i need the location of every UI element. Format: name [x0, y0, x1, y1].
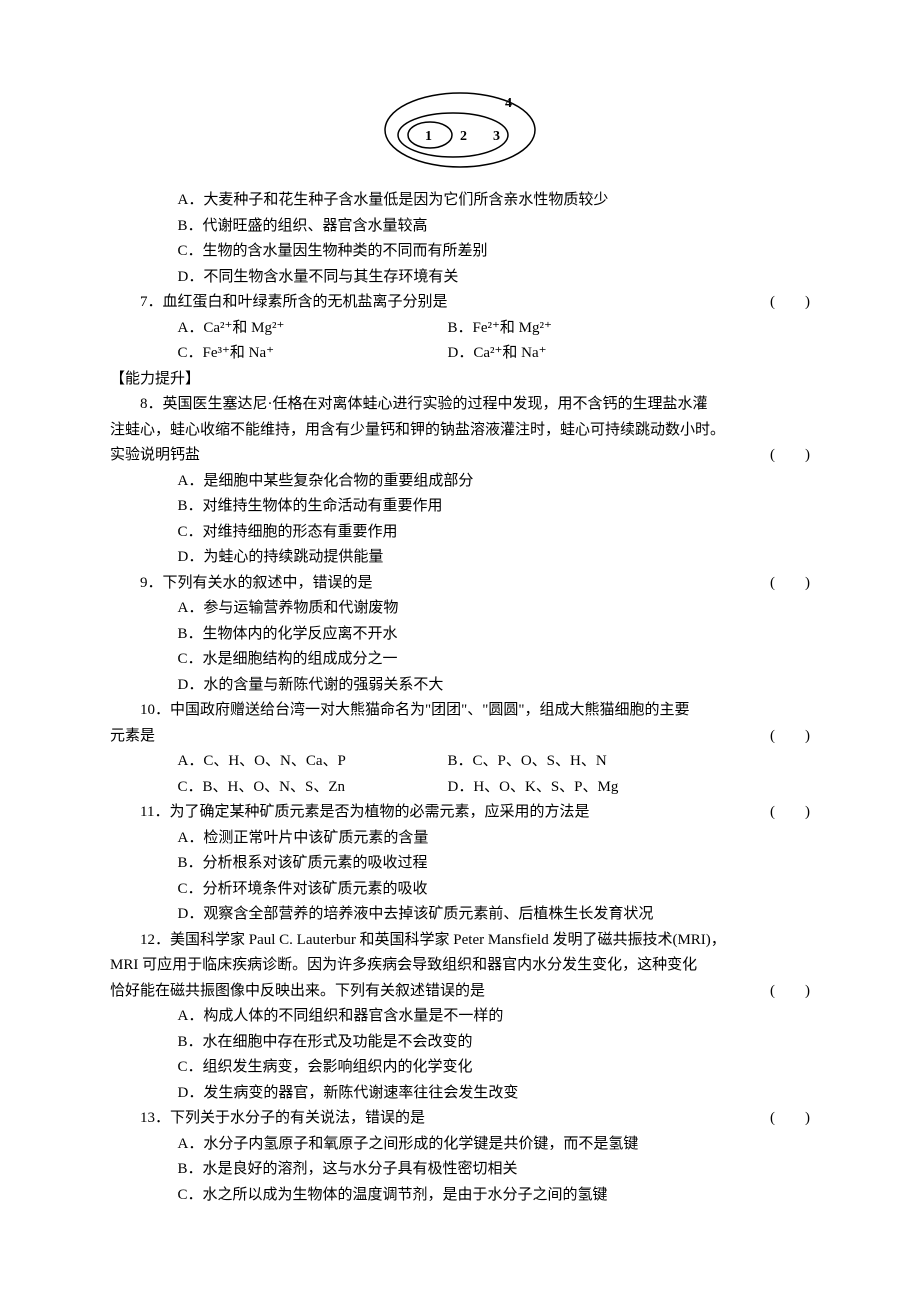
option-b: B．生物体内的化学反应离不开水 — [178, 622, 811, 648]
question-12: 12．美国科学家 Paul C. Lauterbur 和英国科学家 Peter … — [110, 928, 810, 1107]
option-c: C．水是细胞结构的组成成分之一 — [178, 647, 811, 673]
option-c: C．Fe³⁺和 Na⁺ — [178, 341, 448, 367]
q10-stem-line1: 10．中国政府赠送给台湾一对大熊猫命名为"团团"、"圆圆"，组成大熊猫细胞的主要 — [110, 698, 810, 724]
diagram-label-1: 1 — [425, 129, 432, 144]
question-10: 10．中国政府赠送给台湾一对大熊猫命名为"团团"、"圆圆"，组成大熊猫细胞的主要… — [110, 698, 810, 800]
option-a: A．是细胞中某些复杂化合物的重要组成部分 — [178, 469, 811, 495]
option-b: B．水在细胞中存在形式及功能是不会改变的 — [178, 1030, 811, 1056]
cell-diagram-svg: 1 2 3 4 — [375, 80, 545, 170]
q7-stem: 7．血红蛋白和叶绿素所含的无机盐离子分别是 — [140, 294, 448, 310]
cell-diagram: 1 2 3 4 — [110, 80, 810, 170]
diagram-label-4: 4 — [505, 96, 512, 111]
option-d: D．不同生物含水量不同与其生存环境有关 — [178, 265, 811, 291]
option-d: D．为蛙心的持续跳动提供能量 — [178, 545, 811, 571]
option-a: A．构成人体的不同组织和器官含水量是不一样的 — [178, 1004, 811, 1030]
option-d: D．H、O、K、S、P、Mg — [448, 775, 811, 801]
leading-options: A．大麦种子和花生种子含水量低是因为它们所含亲水性物质较少 B．代谢旺盛的组织、… — [110, 188, 810, 290]
answer-blank: ( ) — [770, 443, 810, 469]
q8-stem-line2: 注蛙心，蛙心收缩不能维持，用含有少量钙和钾的钠盐溶液灌注时，蛙心可持续跳动数小时… — [110, 418, 810, 444]
option-b: B．水是良好的溶剂，这与水分子具有极性密切相关 — [178, 1157, 811, 1183]
answer-blank: ( ) — [770, 724, 810, 750]
q12-stem-line2: MRI 可应用于临床疾病诊断。因为许多疾病会导致组织和器官内水分发生变化，这种变… — [110, 953, 810, 979]
option-b: B．分析根系对该矿质元素的吸收过程 — [178, 851, 811, 877]
diagram-label-2: 2 — [460, 129, 467, 144]
answer-blank: ( ) — [740, 571, 810, 597]
option-a: A．参与运输营养物质和代谢废物 — [178, 596, 811, 622]
option-a: A．检测正常叶片中该矿质元素的含量 — [178, 826, 811, 852]
option-d: D．发生病变的器官，新陈代谢速率往往会发生改变 — [178, 1081, 811, 1107]
option-b: B．对维持生物体的生命活动有重要作用 — [178, 494, 811, 520]
q8-stem-line3: 实验说明钙盐 — [110, 447, 200, 463]
question-11: 11．为了确定某种矿质元素是否为植物的必需元素，应采用的方法是 ( ) A．检测… — [110, 800, 810, 928]
option-b: B．C、P、O、S、H、N — [448, 749, 811, 775]
answer-blank: ( ) — [770, 979, 810, 1005]
question-13: 13．下列关于水分子的有关说法，错误的是 ( ) A．水分子内氢原子和氧原子之间… — [110, 1106, 810, 1208]
q8-stem-line1: 8．英国医生塞达尼·任格在对离体蛙心进行实验的过程中发现，用不含钙的生理盐水灌 — [110, 392, 810, 418]
option-c: C．B、H、O、N、S、Zn — [178, 775, 448, 801]
q11-stem: 11．为了确定某种矿质元素是否为植物的必需元素，应采用的方法是 — [140, 804, 589, 820]
section-ability-upgrade: 【能力提升】 — [110, 367, 810, 393]
option-d: D．Ca²⁺和 Na⁺ — [448, 341, 811, 367]
question-8: 8．英国医生塞达尼·任格在对离体蛙心进行实验的过程中发现，用不含钙的生理盐水灌 … — [110, 392, 810, 571]
answer-blank: ( ) — [740, 290, 810, 316]
question-7: 7．血红蛋白和叶绿素所含的无机盐离子分别是 ( ) A．Ca²⁺和 Mg²⁺ B… — [110, 290, 810, 367]
option-c: C．组织发生病变，会影响组织内的化学变化 — [178, 1055, 811, 1081]
option-a: A．C、H、O、N、Ca、P — [178, 749, 448, 775]
question-9: 9．下列有关水的叙述中，错误的是 ( ) A．参与运输营养物质和代谢废物 B．生… — [110, 571, 810, 699]
option-c: C．水之所以成为生物体的温度调节剂，是由于水分子之间的氢键 — [178, 1183, 811, 1209]
answer-blank: ( ) — [740, 1106, 810, 1132]
q13-stem: 13．下列关于水分子的有关说法，错误的是 — [140, 1110, 425, 1126]
q10-stem-line2: 元素是 — [110, 728, 155, 744]
option-a: A．Ca²⁺和 Mg²⁺ — [178, 316, 448, 342]
option-a: A．水分子内氢原子和氧原子之间形成的化学键是共价键，而不是氢键 — [178, 1132, 811, 1158]
option-c: C．对维持细胞的形态有重要作用 — [178, 520, 811, 546]
option-d: D．观察含全部营养的培养液中去掉该矿质元素前、后植株生长发育状况 — [178, 902, 811, 928]
q12-stem-line1: 12．美国科学家 Paul C. Lauterbur 和英国科学家 Peter … — [110, 928, 810, 954]
option-a: A．大麦种子和花生种子含水量低是因为它们所含亲水性物质较少 — [178, 188, 811, 214]
diagram-label-3: 3 — [493, 129, 500, 144]
option-d: D．水的含量与新陈代谢的强弱关系不大 — [178, 673, 811, 699]
option-b: B．Fe²⁺和 Mg²⁺ — [448, 316, 811, 342]
q12-stem-line3: 恰好能在磁共振图像中反映出来。下列有关叙述错误的是 — [110, 983, 485, 999]
q9-stem: 9．下列有关水的叙述中，错误的是 — [140, 575, 373, 591]
option-c: C．分析环境条件对该矿质元素的吸收 — [178, 877, 811, 903]
option-c: C．生物的含水量因生物种类的不同而有所差别 — [178, 239, 811, 265]
option-b: B．代谢旺盛的组织、器官含水量较高 — [178, 214, 811, 240]
answer-blank: ( ) — [740, 800, 810, 826]
